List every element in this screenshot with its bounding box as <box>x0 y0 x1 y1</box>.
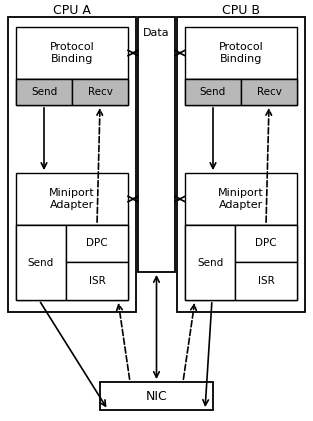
Text: Miniport
Adapter: Miniport Adapter <box>49 188 95 210</box>
Bar <box>177 17 305 312</box>
Bar <box>235 262 297 300</box>
Bar <box>185 79 297 105</box>
Bar <box>16 173 128 225</box>
Bar <box>16 79 72 105</box>
Text: Data: Data <box>143 28 170 38</box>
Bar <box>100 382 213 410</box>
Text: DPC: DPC <box>255 239 277 248</box>
Text: Protocol
Binding: Protocol Binding <box>50 42 95 64</box>
Text: Miniport
Adapter: Miniport Adapter <box>218 188 264 210</box>
Text: Send: Send <box>200 87 226 97</box>
Bar <box>241 79 297 105</box>
Text: ISR: ISR <box>89 276 105 286</box>
Bar <box>8 17 136 312</box>
Bar <box>138 17 175 272</box>
Text: Protocol
Binding: Protocol Binding <box>218 42 263 64</box>
Text: NIC: NIC <box>146 389 167 402</box>
Bar <box>16 225 128 300</box>
Bar <box>185 225 235 300</box>
Text: Send: Send <box>28 258 54 267</box>
Bar <box>185 79 241 105</box>
Bar <box>16 225 66 300</box>
Bar <box>16 27 128 79</box>
Text: ISR: ISR <box>258 276 275 286</box>
Bar <box>235 225 297 262</box>
Text: Recv: Recv <box>88 87 112 97</box>
Bar <box>66 262 128 300</box>
Bar <box>72 79 128 105</box>
Text: DPC: DPC <box>86 239 108 248</box>
Text: Send: Send <box>31 87 57 97</box>
Text: Recv: Recv <box>257 87 281 97</box>
Bar <box>66 225 128 262</box>
Bar <box>185 173 297 225</box>
Bar <box>16 79 128 105</box>
Text: CPU B: CPU B <box>222 5 260 18</box>
Bar <box>185 27 297 79</box>
Text: Send: Send <box>197 258 223 267</box>
Text: CPU A: CPU A <box>53 5 91 18</box>
Bar <box>185 225 297 300</box>
